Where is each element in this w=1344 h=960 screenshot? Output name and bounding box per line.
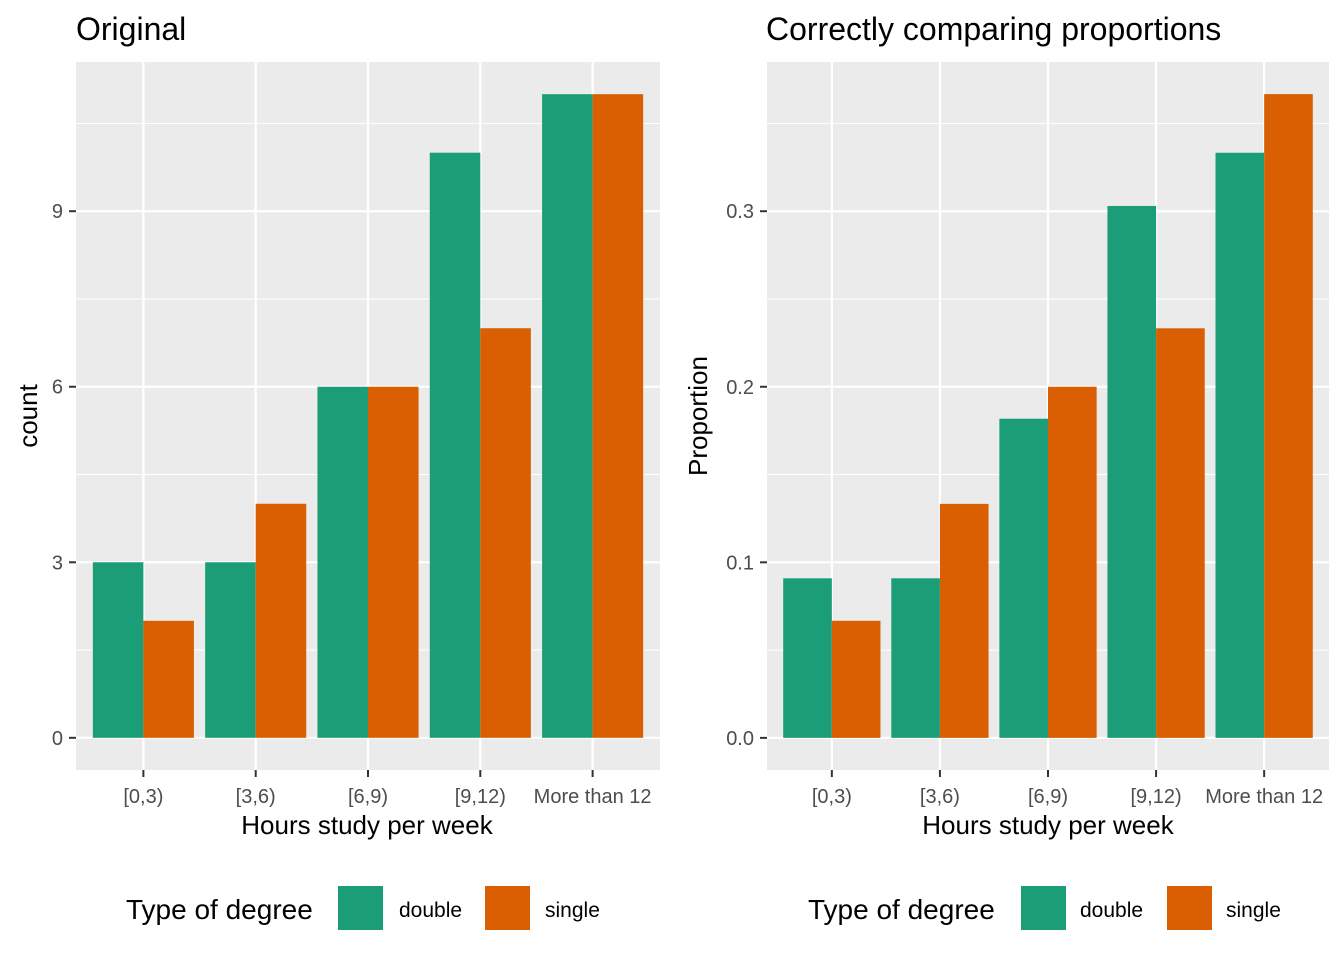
- legend-title: Type of degree: [808, 894, 995, 925]
- y-tick-label: 6: [52, 377, 63, 399]
- x-tick-label: [0,3): [123, 786, 163, 808]
- legend-swatch-double: [338, 886, 383, 930]
- y-tick-label: 0.0: [726, 728, 754, 750]
- legend-label-double: double: [399, 899, 462, 922]
- bar-double: [1215, 152, 1265, 738]
- bar-single: [1264, 94, 1313, 738]
- x-tick-label: [3,6): [920, 786, 960, 808]
- y-axis-ticks: 0 3 6 9: [52, 201, 76, 750]
- bar-single: [831, 620, 881, 738]
- x-axis-title: Hours study per week: [922, 810, 1174, 840]
- y-tick-label: 0.3: [726, 201, 754, 223]
- bar-double: [891, 578, 940, 738]
- bars: [92, 94, 644, 738]
- y-tick-label: 3: [52, 552, 63, 574]
- x-tick-label: [6,9): [348, 786, 388, 808]
- x-tick-label: More than 12: [1205, 786, 1323, 808]
- bar-single: [592, 94, 644, 738]
- y-tick-label: 0: [52, 728, 63, 750]
- x-tick-label: [3,6): [236, 786, 276, 808]
- bar-single: [1156, 328, 1205, 738]
- chart-title: Correctly comparing proportions: [766, 11, 1221, 47]
- bar-double: [92, 562, 144, 738]
- chart-title: Original: [76, 11, 186, 47]
- bar-single: [939, 503, 989, 738]
- x-tick-label: [9,12): [455, 786, 506, 808]
- bar-double: [1107, 205, 1157, 738]
- legend-title: Type of degree: [126, 894, 313, 925]
- y-tick-label: 9: [52, 201, 63, 223]
- bar-double: [999, 418, 1048, 738]
- legend: Type of degree double single: [808, 886, 1281, 930]
- bars: [783, 94, 1313, 738]
- x-tick-label: [6,9): [1028, 786, 1068, 808]
- bar-double: [542, 94, 593, 738]
- bar-double: [429, 152, 481, 738]
- x-axis-title: Hours study per week: [241, 810, 493, 840]
- y-axis-ticks: 0.0 0.1 0.2 0.3: [726, 201, 767, 750]
- x-tick-label: More than 12: [534, 786, 652, 808]
- panel-proportions: Correctly comparing proportions 0.00.10.…: [683, 11, 1329, 930]
- x-tick-label: [9,12): [1130, 786, 1181, 808]
- x-tick-label: [0,3): [812, 786, 852, 808]
- bar-single: [255, 503, 307, 738]
- bar-single: [1048, 386, 1097, 738]
- legend-swatch-double: [1021, 886, 1066, 930]
- legend-swatch-single: [485, 886, 530, 930]
- bar-double: [317, 386, 368, 738]
- y-axis-title: Proportion: [683, 356, 713, 476]
- legend-label-single: single: [545, 899, 600, 922]
- bar-double: [783, 578, 832, 738]
- legend-swatch-single: [1167, 886, 1212, 930]
- legend-label-double: double: [1080, 899, 1143, 922]
- bar-single: [368, 386, 419, 738]
- x-axis-ticks: [0,3) [3,6) [6,9) [9,12) More than 12: [812, 770, 1323, 808]
- panel-original: Original 0 3 6 9 [0,3) [3,6) [6,9) [9,12) More …: [13, 11, 660, 930]
- y-axis-title: count: [13, 383, 43, 447]
- bar-double: [205, 562, 256, 738]
- bar-single: [480, 328, 531, 738]
- legend: Type of degree double single: [126, 886, 600, 930]
- y-tick-label: 0.2: [726, 377, 754, 399]
- y-tick-label: 0.1: [726, 552, 754, 574]
- bar-single: [143, 620, 194, 738]
- x-axis-ticks: [0,3) [3,6) [6,9) [9,12) More than 12: [123, 770, 652, 808]
- legend-label-single: single: [1226, 899, 1281, 922]
